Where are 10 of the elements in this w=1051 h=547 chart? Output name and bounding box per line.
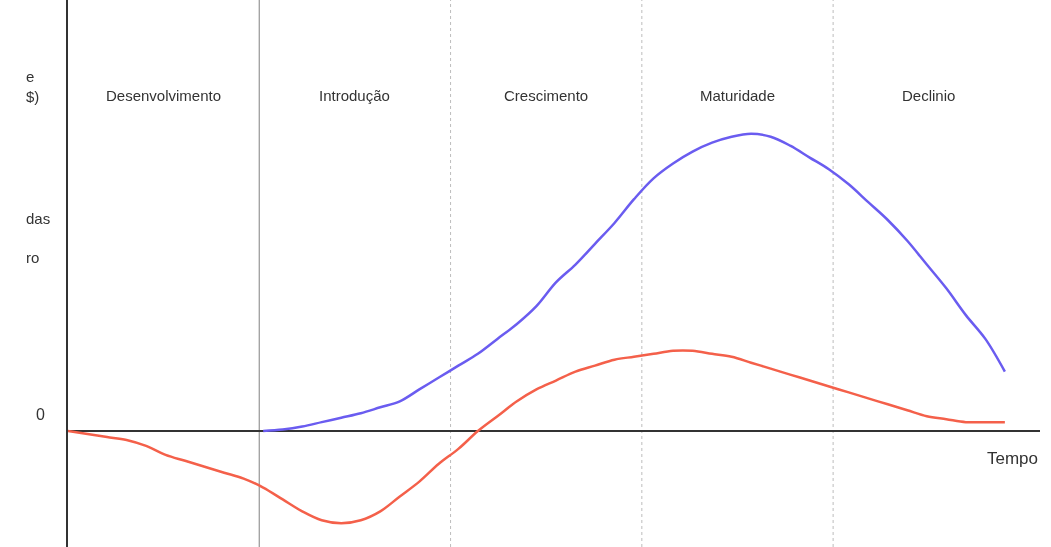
text: Maturidade (700, 87, 776, 104)
x-axis-title: Tempo (987, 449, 1039, 468)
text: ro (26, 249, 40, 266)
text: e $) (26, 68, 40, 105)
text: Introdução (319, 87, 390, 104)
text: 0 (36, 406, 45, 423)
text: Declinio (902, 87, 956, 104)
text: Crescimento (504, 87, 589, 104)
text: das (26, 210, 51, 227)
text: Desenvolvimento (106, 87, 222, 104)
